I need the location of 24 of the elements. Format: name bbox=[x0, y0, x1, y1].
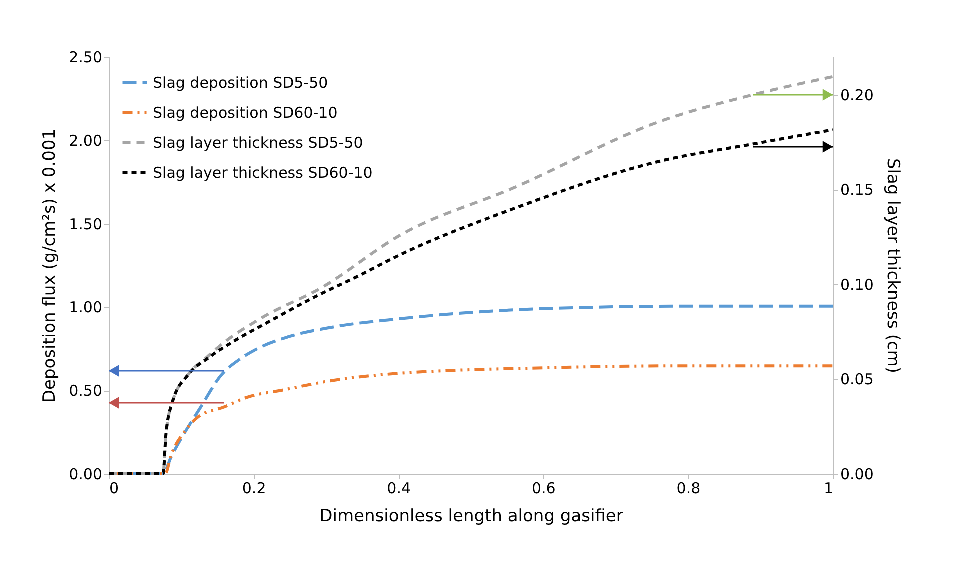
legend-label: Slag deposition SD60-10 bbox=[153, 104, 338, 122]
x-tick-label: 0.8 bbox=[676, 480, 701, 498]
x-tick-label: 0.4 bbox=[387, 480, 412, 498]
y2-tick-label: 0.10 bbox=[840, 276, 874, 294]
y-tick-label: 0.50 bbox=[69, 382, 102, 400]
y-tick-label: 2.50 bbox=[69, 48, 102, 66]
x-axis-title: Dimensionless length along gasifier bbox=[320, 506, 624, 526]
y2-tick-label: 0.15 bbox=[840, 181, 874, 200]
legend-label: Slag layer thickness SD5-50 bbox=[153, 134, 364, 152]
y2-axis-title: Slag layer thickness (cm) bbox=[882, 158, 903, 374]
x-tick-label: 0.2 bbox=[242, 480, 266, 498]
legend-label: Slag deposition SD5-50 bbox=[153, 74, 328, 92]
y2-tick-label: 0.05 bbox=[840, 370, 874, 389]
y-axis-title: Deposition flux (g/cm²s) x 0.001 bbox=[40, 128, 60, 404]
x-tick-label: 0 bbox=[110, 480, 120, 498]
x-tick-label: 1 bbox=[824, 480, 834, 498]
y-tick-label: 1.00 bbox=[69, 298, 102, 317]
y-tick-label: 2.00 bbox=[69, 132, 102, 150]
x-tick-label: 0.6 bbox=[532, 480, 556, 498]
y-tick-label: 0.00 bbox=[69, 466, 102, 484]
y-tick-label: 1.50 bbox=[69, 215, 102, 234]
y2-tick-label: 0.00 bbox=[840, 466, 874, 484]
y2-tick-label: 0.20 bbox=[840, 86, 874, 104]
legend-label: Slag layer thickness SD60-10 bbox=[153, 164, 373, 182]
